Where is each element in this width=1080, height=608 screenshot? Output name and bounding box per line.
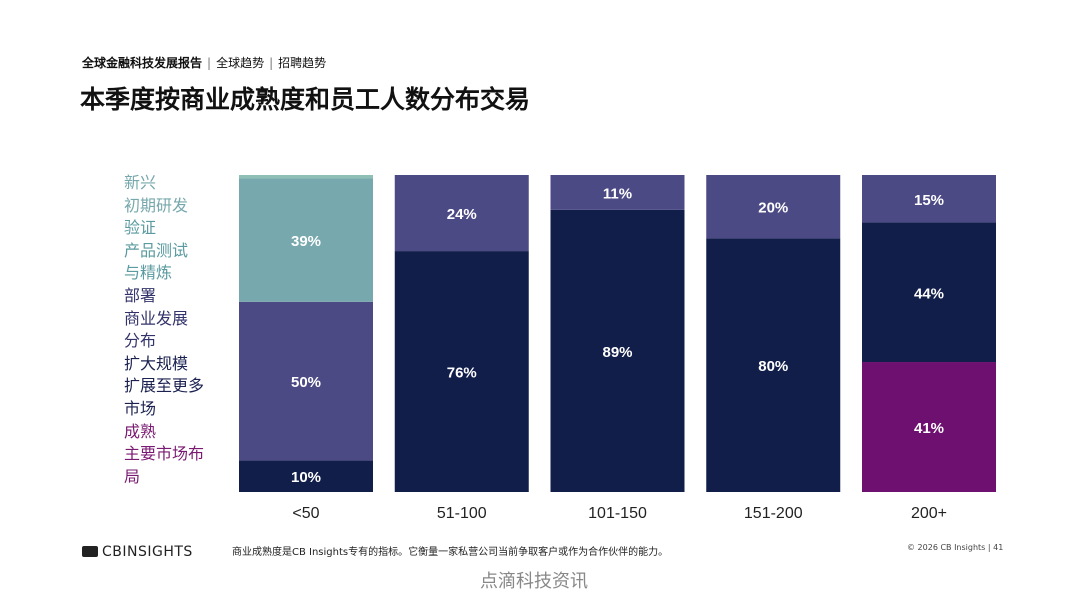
legend-line: 与精炼 — [124, 263, 173, 283]
data-label: 50% — [291, 374, 321, 391]
bar-segment — [550, 209, 685, 492]
bar-segment — [862, 222, 996, 363]
x-tick-label: <50 — [292, 505, 319, 522]
data-label: 10% — [291, 469, 321, 486]
data-label: 41% — [914, 420, 944, 437]
header-section-hiring: 招聘趋势 — [278, 56, 327, 70]
bar-segment — [550, 175, 685, 210]
x-tick-label: 101-150 — [588, 505, 647, 522]
data-label: 11% — [603, 185, 632, 202]
footnote: 商业成熟度是CB Insights专有的指标。它衡量一家私营公司当前争取客户或作… — [232, 547, 669, 558]
bar-segment — [239, 460, 373, 492]
data-label: 76% — [447, 365, 477, 382]
logo-text: CBINSIGHTS — [102, 544, 193, 560]
stacked-bar-chart: 10% 50% 39% <50 76% 24% 51-100 89% 11% 101-150 80%… — [239, 175, 996, 522]
legend-line: 产品测试 — [124, 240, 189, 260]
bar-segment — [862, 175, 996, 223]
bar-segment — [239, 301, 373, 461]
legend-line: 部署 — [124, 286, 157, 305]
legend-line: 成熟 — [124, 421, 157, 441]
report-name: 全球金融科技发展报告 — [82, 56, 203, 70]
x-tick-label: 51-100 — [437, 505, 487, 522]
cb-logo-icon — [82, 546, 98, 557]
bar-segment — [239, 175, 373, 179]
data-label: 39% — [291, 233, 321, 250]
bar-segment — [394, 251, 529, 492]
x-tick-label: 200+ — [911, 505, 947, 522]
legend-line: 新兴 — [124, 173, 157, 192]
legend-line: 验证 — [124, 218, 157, 238]
data-label: 24% — [447, 206, 477, 223]
header-separator: | — [269, 56, 274, 70]
report-header: 全球金融科技发展报告 | 全球趋势 | 招聘趋势 — [82, 54, 326, 71]
watermark: 点滴科技资讯 — [480, 571, 588, 592]
data-label: 80% — [758, 358, 788, 375]
bar-segment — [239, 178, 373, 302]
legend-line: 局 — [124, 466, 141, 486]
legend-line: 商业发展 — [124, 308, 189, 328]
legend-line: 市场 — [124, 399, 157, 418]
data-label: 44% — [914, 285, 944, 302]
cb-insights-logo: CBINSIGHTS — [82, 544, 193, 560]
legend-line: 初期研发 — [124, 195, 189, 215]
x-tick-label: 151-200 — [744, 505, 803, 522]
legend-line: 扩大规模 — [124, 353, 189, 373]
header-separator: | — [207, 56, 212, 70]
data-label: 89% — [602, 344, 632, 361]
header-section-global: 全球趋势 — [216, 56, 265, 70]
legend-line: 分布 — [124, 331, 157, 351]
page-title: 本季度按商业成熟度和员工人数分布交易 — [80, 85, 531, 114]
data-label: 15% — [914, 192, 944, 209]
bar-segment — [706, 175, 841, 239]
bar-segment — [394, 175, 529, 252]
data-label: 20% — [758, 200, 788, 217]
bar-segment — [706, 238, 841, 492]
bar-segment — [862, 362, 996, 492]
legend-line: 主要市场布 — [124, 444, 205, 464]
copyright: © 2026 CB Insights | 41 — [907, 543, 1004, 552]
legend-line: 扩展至更多 — [124, 376, 205, 396]
